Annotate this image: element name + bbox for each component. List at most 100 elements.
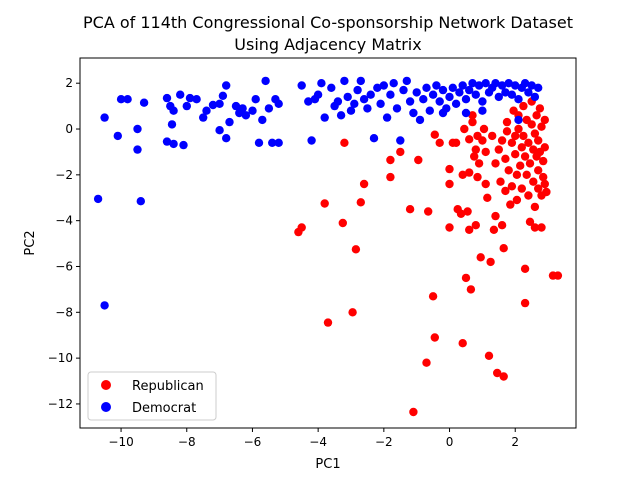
point-democrat-13 xyxy=(167,120,177,129)
point-democrat-60 xyxy=(356,76,365,86)
y-tick-label: −10 xyxy=(48,351,73,365)
point-republican-3 xyxy=(323,318,333,327)
point-democrat-1 xyxy=(100,301,109,310)
point-democrat-69 xyxy=(386,90,395,99)
legend-box xyxy=(87,371,217,421)
point-republican-31 xyxy=(460,124,469,134)
point-democrat-70 xyxy=(389,79,398,88)
point-democrat-67 xyxy=(379,81,388,90)
point-republican-46 xyxy=(476,253,485,262)
point-republican-113 xyxy=(540,115,549,125)
point-republican-20 xyxy=(430,130,439,139)
point-democrat-55 xyxy=(340,76,349,86)
point-republican-37 xyxy=(466,285,476,294)
point-democrat-45 xyxy=(304,97,313,106)
point-republican-16 xyxy=(422,358,431,367)
point-republican-104 xyxy=(534,136,543,145)
point-republican-72 xyxy=(507,182,517,191)
y-tick-label: −6 xyxy=(55,259,73,273)
y-tick-label: 2 xyxy=(65,76,73,90)
point-republican-60 xyxy=(496,177,505,186)
data-points xyxy=(93,76,563,417)
point-democrat-84 xyxy=(435,97,444,106)
point-republican-23 xyxy=(445,179,454,189)
point-democrat-73 xyxy=(399,85,408,95)
point-democrat-102 xyxy=(494,92,503,102)
point-democrat-66 xyxy=(376,99,385,109)
point-republican-106 xyxy=(535,104,545,113)
point-republican-28 xyxy=(456,209,466,218)
point-republican-8 xyxy=(356,198,365,207)
point-democrat-78 xyxy=(415,115,425,125)
point-democrat-77 xyxy=(412,88,421,97)
point-republican-19 xyxy=(430,333,439,342)
point-democrat-5 xyxy=(123,95,132,104)
point-republican-54 xyxy=(488,131,497,141)
point-democrat-35 xyxy=(251,95,260,104)
point-republican-7 xyxy=(351,245,361,254)
point-republican-105 xyxy=(534,184,543,193)
point-republican-9 xyxy=(359,179,369,189)
legend: Republican Democrat xyxy=(87,371,217,421)
point-democrat-87 xyxy=(445,92,454,102)
point-democrat-0 xyxy=(93,194,103,204)
point-democrat-79 xyxy=(419,95,428,104)
point-democrat-64 xyxy=(369,134,379,143)
point-democrat-43 xyxy=(274,138,283,147)
legend-label-republican: Republican xyxy=(132,379,204,394)
point-republican-63 xyxy=(499,244,508,253)
point-republican-92 xyxy=(525,217,535,226)
point-democrat-63 xyxy=(366,90,375,99)
point-republican-49 xyxy=(481,147,490,157)
point-democrat-3 xyxy=(113,131,123,141)
point-republican-90 xyxy=(524,138,533,147)
point-republican-96 xyxy=(529,145,538,154)
point-republican-61 xyxy=(497,136,507,145)
point-republican-38 xyxy=(468,117,477,127)
y-tick-label: −4 xyxy=(55,214,73,228)
point-republican-14 xyxy=(409,407,418,417)
point-republican-15 xyxy=(414,155,423,165)
point-democrat-75 xyxy=(405,97,415,106)
point-republican-53 xyxy=(486,257,495,267)
point-republican-97 xyxy=(529,177,538,186)
point-republican-44 xyxy=(473,172,482,182)
point-republican-10 xyxy=(386,155,395,165)
point-democrat-15 xyxy=(169,106,178,115)
point-republican-110 xyxy=(537,223,546,232)
point-democrat-37 xyxy=(258,115,267,125)
point-democrat-23 xyxy=(208,100,218,110)
point-republican-41 xyxy=(471,221,480,230)
point-republican-6 xyxy=(348,308,357,317)
point-democrat-54 xyxy=(336,111,346,120)
point-republican-82 xyxy=(517,184,526,193)
point-republican-93 xyxy=(525,159,535,168)
point-democrat-83 xyxy=(432,81,441,90)
point-republican-5 xyxy=(340,138,349,147)
point-democrat-40 xyxy=(268,138,277,147)
chart-title-line-2: Using Adjacency Matrix xyxy=(234,35,421,54)
point-democrat-89 xyxy=(451,99,461,109)
point-republican-70 xyxy=(506,200,515,209)
point-democrat-30 xyxy=(231,101,241,111)
point-democrat-85 xyxy=(438,85,448,95)
point-republican-58 xyxy=(493,368,502,378)
point-republican-2 xyxy=(320,199,329,208)
point-democrat-6 xyxy=(133,124,142,134)
point-republican-102 xyxy=(532,111,541,120)
point-democrat-53 xyxy=(333,97,343,106)
point-democrat-91 xyxy=(458,81,467,90)
point-republican-80 xyxy=(516,161,525,170)
point-democrat-14 xyxy=(169,139,178,149)
point-democrat-94 xyxy=(468,79,477,88)
point-republican-4 xyxy=(338,218,347,228)
point-democrat-58 xyxy=(350,99,359,109)
point-democrat-72 xyxy=(396,136,405,145)
point-republican-11 xyxy=(386,172,395,182)
y-axis-ticks: −12 −10 −8 −6 −4 −2 0 2 xyxy=(48,76,80,411)
point-republican-12 xyxy=(396,147,405,157)
point-republican-85 xyxy=(520,264,530,273)
point-democrat-57 xyxy=(346,106,356,115)
point-democrat-50 xyxy=(320,113,329,122)
point-democrat-19 xyxy=(185,93,195,103)
